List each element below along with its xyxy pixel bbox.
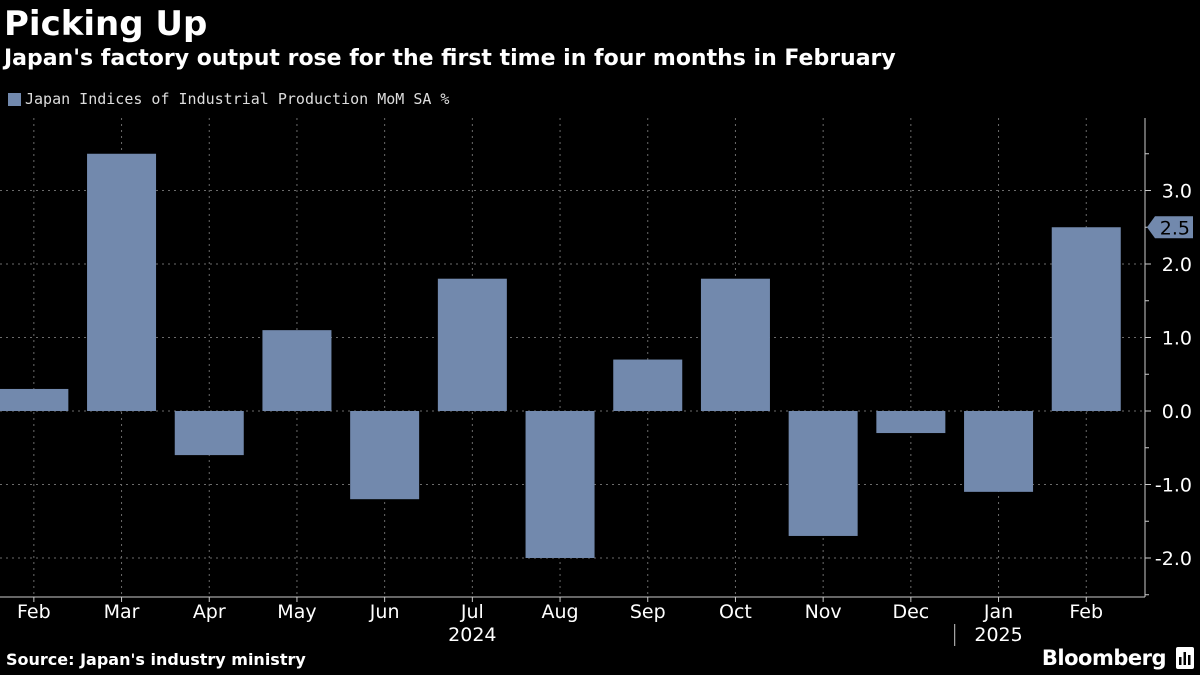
bar [613,359,683,411]
x-tick-label: Aug [541,601,578,623]
legend-label: Japan Indices of Industrial Production M… [25,90,450,108]
bar [964,411,1034,492]
y-tick-label: 2.0 [1162,254,1192,276]
source-note: Source: Japan's industry ministry [6,650,306,669]
x-tick-label: Sep [630,601,666,623]
chart-icon [1176,647,1194,669]
x-tick-label: Jun [369,601,400,623]
chart-subtitle: Japan's factory output rose for the firs… [4,46,896,71]
y-tick-label: -1.0 [1155,475,1192,497]
year-label: 2024 [448,624,496,646]
bar [262,330,332,411]
x-tick-label: May [277,601,316,623]
x-tick-label: Nov [805,601,842,623]
legend: Japan Indices of Industrial Production M… [8,90,449,108]
bar [0,388,69,411]
bloomberg-logo: Bloomberg [1041,646,1167,670]
x-tick-label: Feb [1069,601,1103,623]
bar [174,411,244,456]
y-tick-label: 3.0 [1162,181,1192,203]
x-tick-label: Feb [17,601,51,623]
bar [1051,227,1121,411]
bar-layer [0,153,1121,558]
bar [525,411,595,558]
x-tick-label: Apr [193,601,226,623]
x-tick-label: Jul [460,601,484,623]
x-tick-label: Jan [983,601,1013,623]
bar [350,411,420,500]
bar [437,278,507,411]
last-value-marker [1147,216,1193,239]
year-label: 2025 [974,624,1022,646]
legend-swatch [8,92,21,106]
x-tick-label: Dec [892,601,929,623]
chart-title: Picking Up [4,4,208,44]
grid-layer [0,118,1145,597]
bar [788,411,858,536]
last-value-label: 2.5 [1160,217,1190,239]
x-tick-label: Oct [719,601,752,623]
bar [700,278,770,411]
x-tick-label: Mar [104,601,140,623]
axis-layer: -2.0 -1.0 0.0 1.0 2.0 3.0 Feb Mar Apr May Jun Jul Au… [0,118,1193,646]
bar [87,153,157,411]
y-tick-label: 0.0 [1162,401,1192,423]
bar [876,411,946,434]
y-tick-label: 1.0 [1162,328,1192,350]
y-tick-label: -2.0 [1155,548,1192,570]
